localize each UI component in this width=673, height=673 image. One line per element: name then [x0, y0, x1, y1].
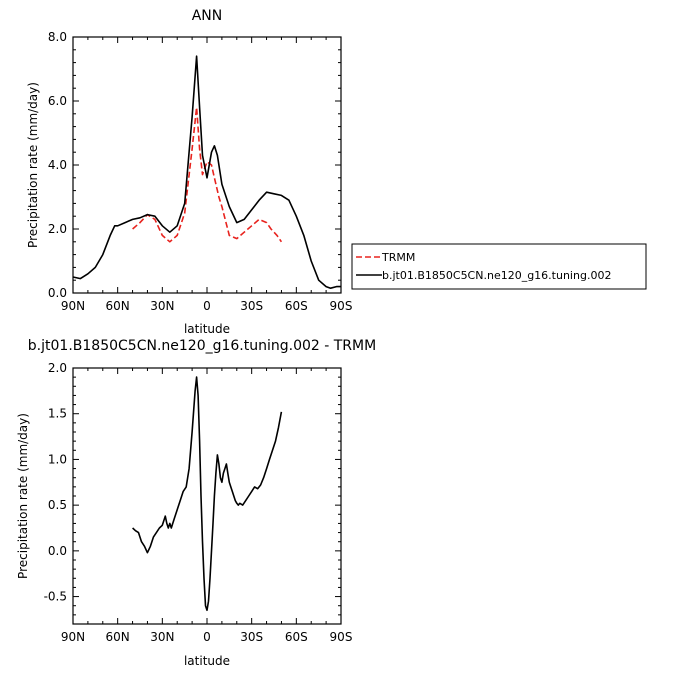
y-tick-label: -0.5: [44, 590, 67, 604]
y-tick-label: 0.0: [48, 286, 67, 300]
x-tick-label: 90N: [61, 299, 85, 313]
x-axis-label: latitude: [184, 322, 230, 336]
chart-title: b.jt01.B1850C5CN.ne120_g16.tuning.002 - …: [28, 338, 376, 354]
x-tick-label: 90N: [61, 630, 85, 644]
legend-label: TRMM: [381, 251, 415, 264]
legend-label: b.jt01.B1850C5CN.ne120_g16.tuning.002: [382, 269, 611, 282]
x-tick-label: 30S: [240, 299, 263, 313]
bottom-panel: b.jt01.B1850C5CN.ne120_g16.tuning.002 - …: [16, 338, 376, 668]
y-tick-label: 1.5: [48, 407, 67, 421]
x-tick-label: 0: [203, 299, 211, 313]
series-line-b-jt01-b1850c5cn-ne120-g16-tuning-002: [72, 55, 341, 290]
y-axis-label: Precipitation rate (mm/day): [16, 413, 30, 579]
x-axis-label: latitude: [184, 654, 230, 668]
y-tick-label: 6.0: [48, 94, 67, 108]
x-tick-label: 90S: [330, 630, 353, 644]
x-tick-label: 60N: [106, 299, 130, 313]
y-tick-label: 2.0: [48, 222, 67, 236]
x-tick-label: 30S: [240, 630, 263, 644]
top-panel: ANN 90N 60N 30N 0 30S 60S 90S 0.0 2.0 4.0 6.0 8.0 lat…: [26, 8, 647, 336]
legend: TRMM b.jt01.B1850C5CN.ne120_g16.tuning.00…: [351, 243, 647, 290]
y-tick-label: 4.0: [48, 158, 67, 172]
legend-box: [351, 243, 647, 290]
x-tick-label: 60S: [285, 630, 308, 644]
x-tick-label: 60N: [106, 630, 130, 644]
y-axis-label: Precipitation rate (mm/day): [26, 82, 40, 248]
y-tick-label: 8.0: [48, 30, 67, 44]
chart-title: ANN: [192, 8, 223, 24]
x-tick-label: 30N: [150, 630, 174, 644]
y-tick-label: 2.0: [48, 361, 67, 375]
x-tick-label: 0: [203, 630, 211, 644]
y-tick-label: 0.5: [48, 498, 67, 512]
x-tick-label: 60S: [285, 299, 308, 313]
plot-frame: [72, 36, 342, 294]
y-tick-label: 1.0: [48, 452, 67, 466]
series-line-difference: [132, 376, 283, 612]
x-tick-label: 90S: [330, 299, 353, 313]
x-tick-label: 30N: [150, 299, 174, 313]
plot-frame: [72, 367, 342, 625]
y-tick-label: 0.0: [48, 544, 67, 558]
